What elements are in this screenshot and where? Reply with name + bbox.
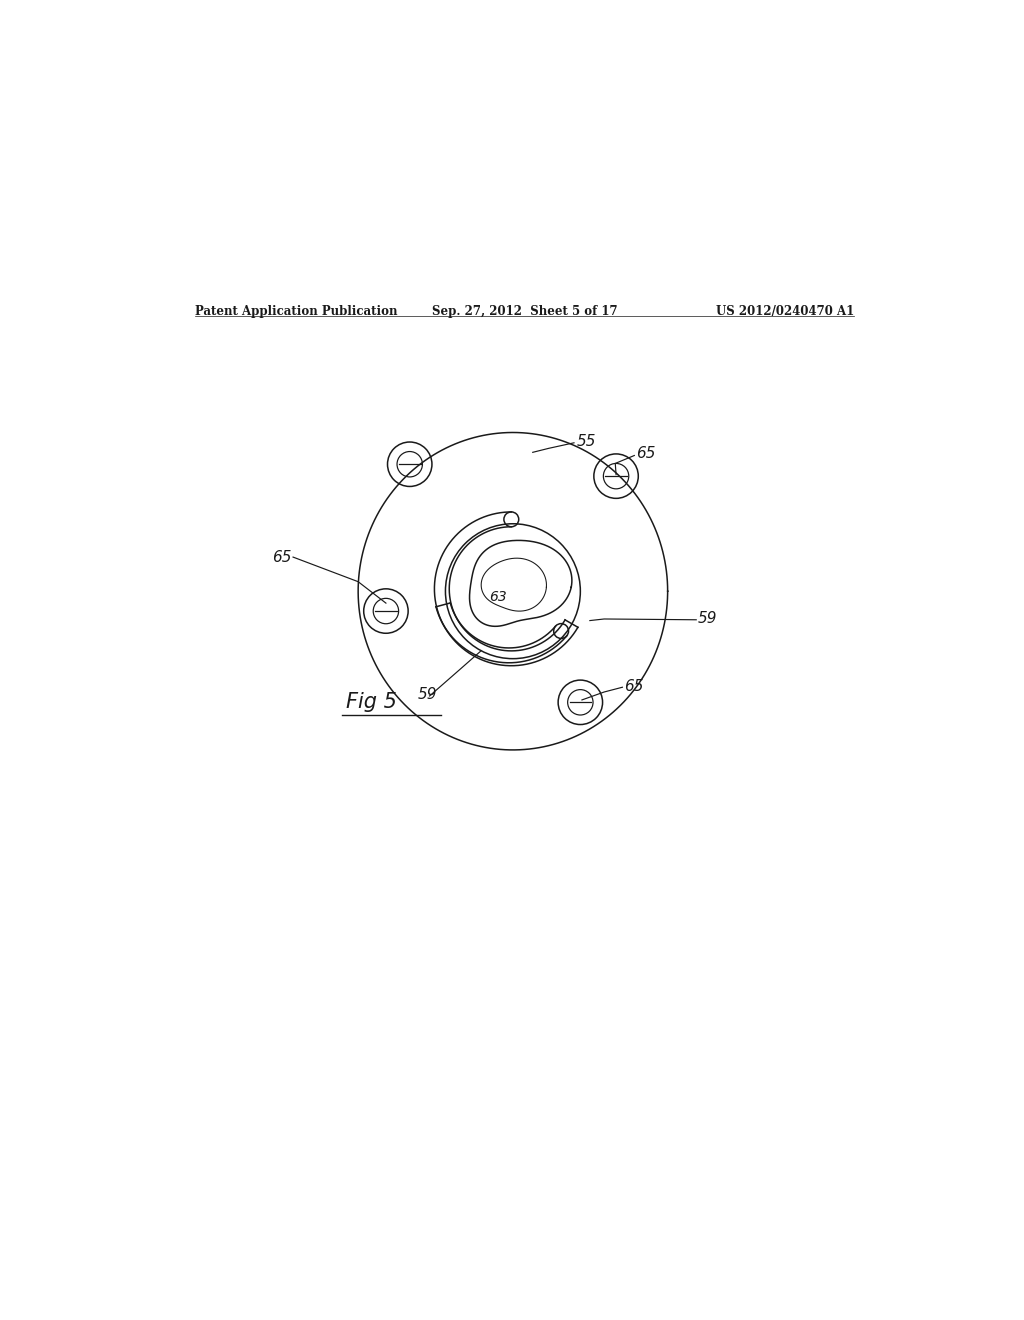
Text: Patent Application Publication: Patent Application Publication — [196, 305, 398, 318]
Text: 59: 59 — [697, 611, 717, 627]
Text: 63: 63 — [489, 590, 507, 603]
Text: 59: 59 — [418, 686, 437, 702]
Text: Sep. 27, 2012  Sheet 5 of 17: Sep. 27, 2012 Sheet 5 of 17 — [432, 305, 617, 318]
Text: Fig 5: Fig 5 — [346, 692, 397, 713]
Text: 65: 65 — [272, 549, 292, 565]
Text: US 2012/0240470 A1: US 2012/0240470 A1 — [716, 305, 854, 318]
Text: 65: 65 — [624, 678, 643, 694]
Text: 65: 65 — [636, 446, 655, 462]
Text: 55: 55 — [577, 434, 596, 449]
